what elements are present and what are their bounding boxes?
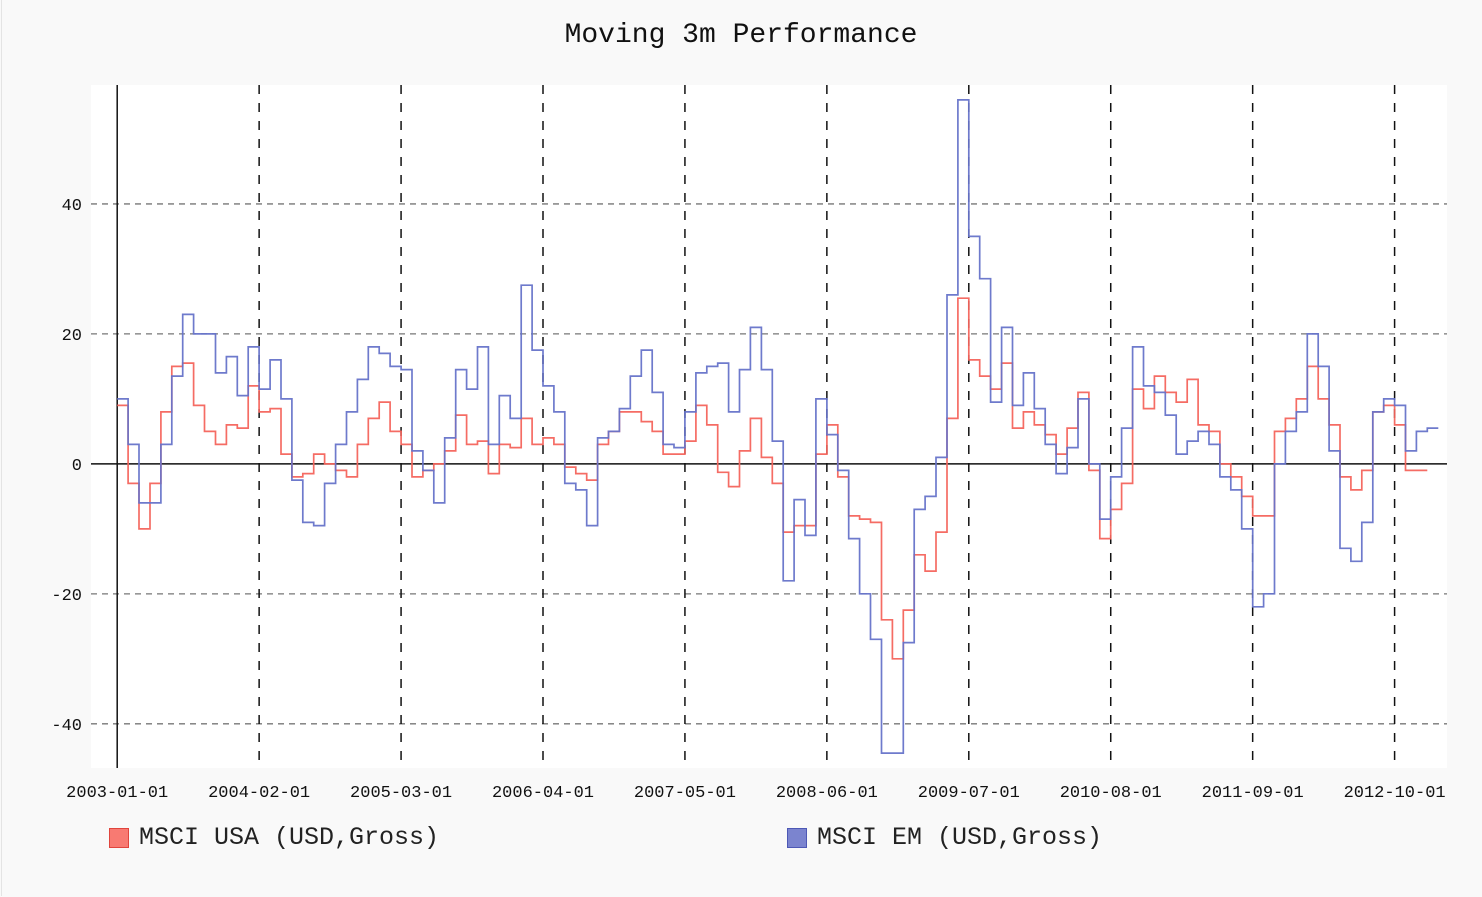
legend-label-usa: MSCI USA (USD,Gross) xyxy=(139,823,440,852)
chart-title: Moving 3m Performance xyxy=(564,20,918,51)
y-tick-label: 0 xyxy=(72,457,82,476)
x-tick-label: 2007-05-01 xyxy=(634,784,736,803)
x-tick-label: 2009-07-01 xyxy=(918,784,1020,803)
x-tick-label: 2008-06-01 xyxy=(776,784,878,803)
series-line-msci-em xyxy=(117,99,1439,754)
x-tick-label: 2010-08-01 xyxy=(1060,784,1162,803)
y-tick-label: -20 xyxy=(51,587,82,606)
x-tick-label: 2012-10-01 xyxy=(1344,784,1446,803)
y-tick-label: 40 xyxy=(62,197,82,216)
legend-swatch-usa xyxy=(109,827,129,848)
x-tick-label: 2005-03-01 xyxy=(350,784,452,803)
x-tick-label: 2011-09-01 xyxy=(1202,784,1304,803)
y-tick-label: 20 xyxy=(62,327,82,346)
legend-label-em: MSCI EM (USD,Gross) xyxy=(817,823,1103,852)
legend-swatch-em xyxy=(787,827,807,848)
y-tick-label: -40 xyxy=(51,717,82,736)
legend-item-usa[interactable]: MSCI USA (USD,Gross) xyxy=(109,823,439,852)
x-tick-label: 2004-02-01 xyxy=(208,784,310,803)
x-tick-label: 2006-04-01 xyxy=(492,784,594,803)
legend-item-em[interactable]: MSCI EM (USD,Gross) xyxy=(787,823,1102,852)
x-tick-label: 2003-01-01 xyxy=(66,784,168,803)
plot-area xyxy=(91,85,1447,768)
